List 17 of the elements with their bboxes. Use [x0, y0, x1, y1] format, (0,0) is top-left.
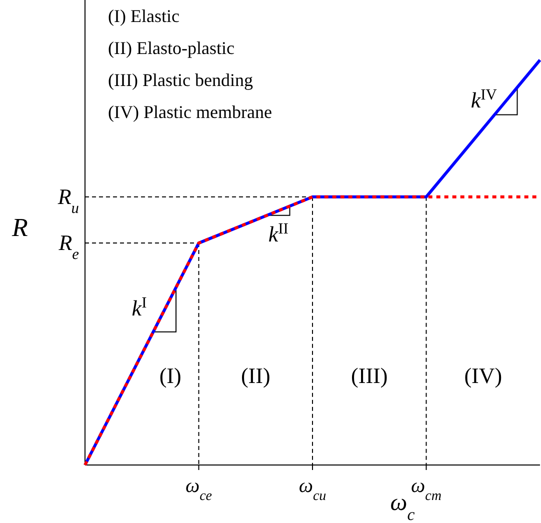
- annotation: (IV): [464, 363, 502, 388]
- text: (I) Elastic: [108, 6, 180, 26]
- text: R$_{e}$: [58, 230, 80, 263]
- annotation: (III): [351, 363, 388, 388]
- annotation: (III) Plastic bending: [108, 70, 253, 90]
- x-tick-label: ω$_{ce}$: [185, 475, 212, 504]
- text: R$_{u}$: [56, 184, 80, 216]
- x-tick-label: ω$_{cu}$: [298, 475, 326, 504]
- text: (II) Elasto-plastic: [108, 38, 234, 58]
- annotation: (IV) Plastic membrane: [108, 102, 272, 122]
- annotation: k$^{I}$: [132, 294, 147, 321]
- annotation: k$^{II}$: [268, 220, 288, 246]
- annotation: (II): [240, 363, 270, 388]
- y-axis-title: R: [11, 213, 28, 242]
- annotation: k$^{IV}$: [470, 86, 497, 112]
- annotation: (I): [159, 363, 182, 388]
- x-tick-label: ω$_{cm}$: [411, 475, 442, 504]
